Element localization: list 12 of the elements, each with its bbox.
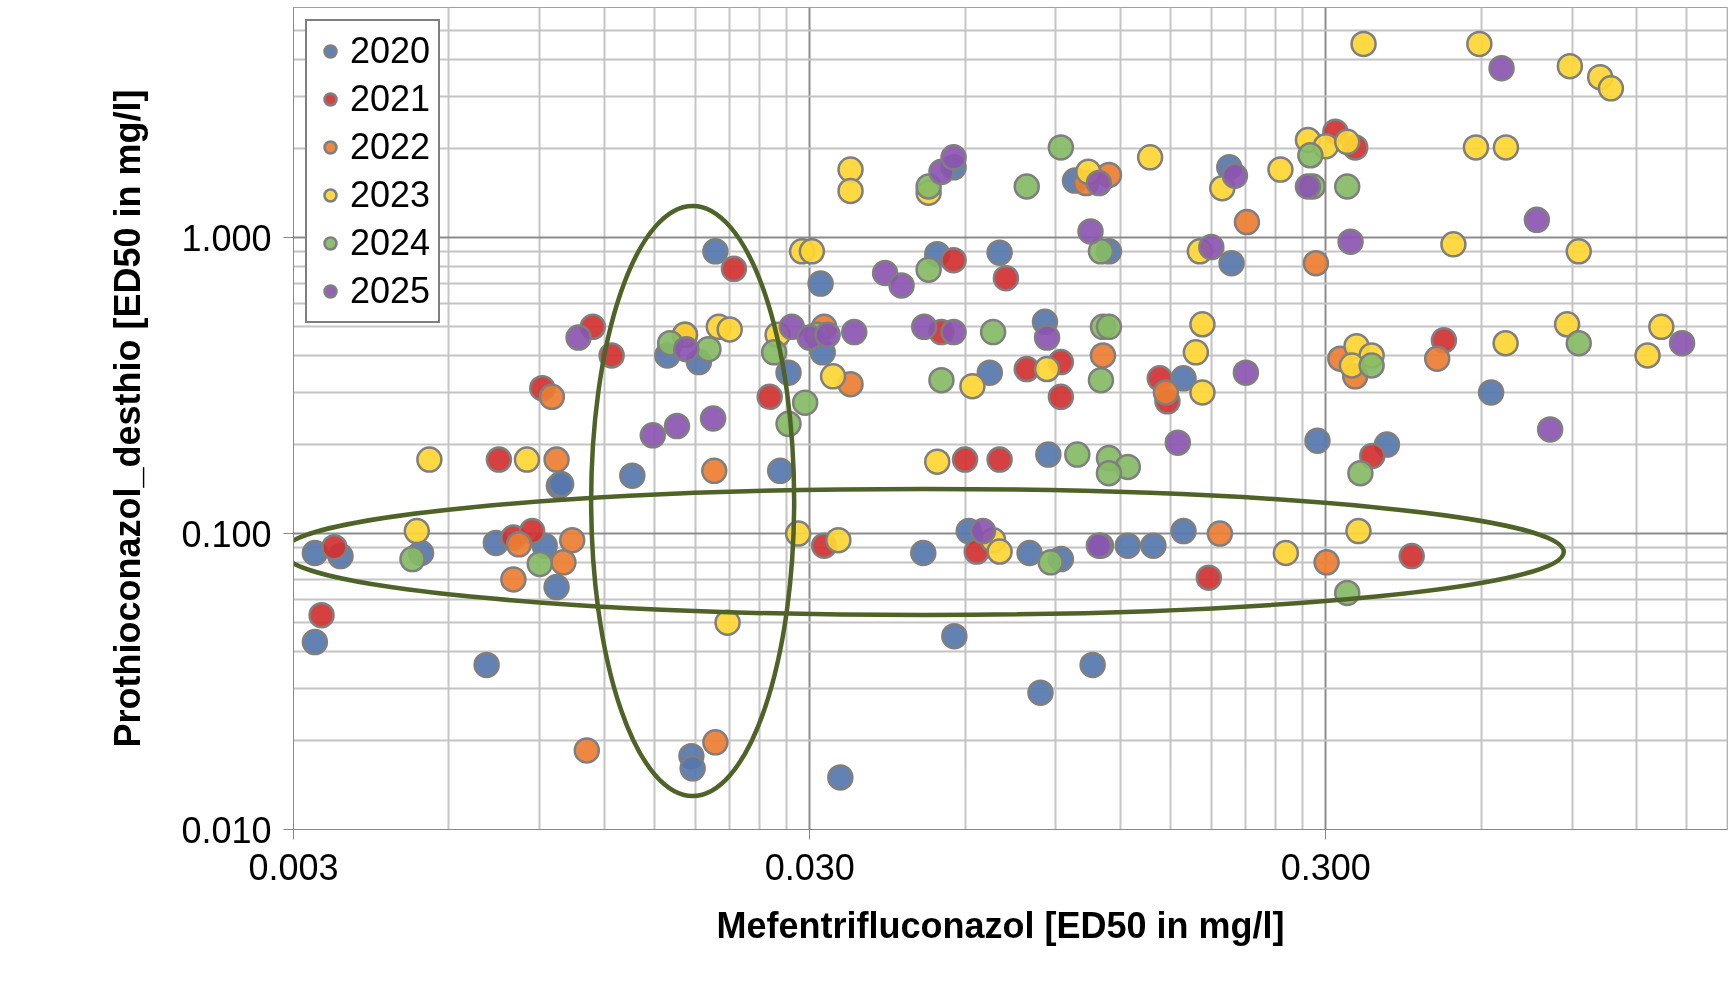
x-tick-label: 0.300	[1280, 846, 1371, 888]
legend-label: 2023	[350, 173, 431, 217]
legend-label: 2022	[350, 125, 431, 169]
y-tick-label: 1.000	[181, 217, 272, 259]
x-tick-label: 0.030	[764, 846, 855, 888]
legend-label: 2021	[350, 77, 431, 121]
y-axis-title: Prothioconazol_desthio [ED50 in mg/l]	[107, 89, 149, 748]
y-tick-label: 0.100	[181, 513, 272, 555]
legend-label: 2024	[350, 221, 431, 265]
legend-label: 2020	[350, 29, 431, 73]
x-axis-title: Mefentrifluconazol [ED50 in mg/l]	[716, 904, 1285, 946]
legend-label: 2025	[350, 269, 431, 313]
